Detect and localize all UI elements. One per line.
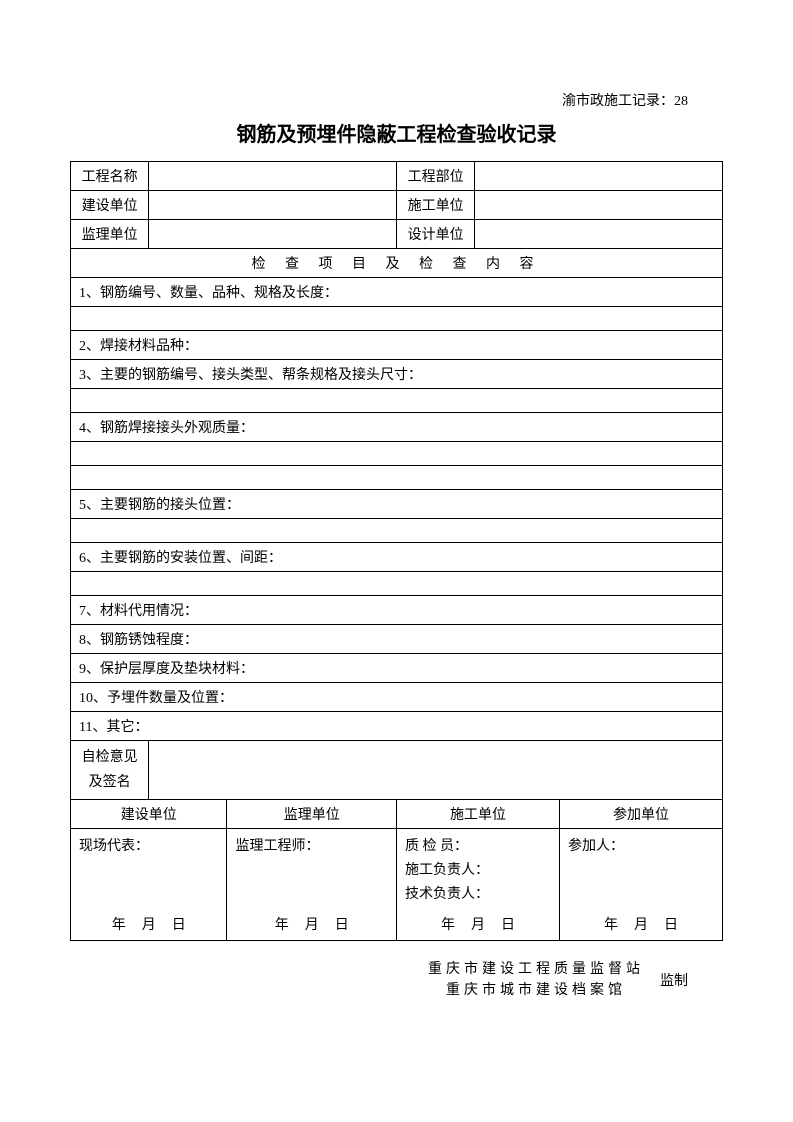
date-line: 年月日 <box>397 914 559 934</box>
sig-header-build: 建设单位 <box>71 800 227 829</box>
item-row[interactable]: 4、钢筋焊接接头外观质量： <box>71 413 723 442</box>
item-row[interactable]: 3、主要的钢筋编号、接头类型、帮条规格及接头尺寸： <box>71 360 723 389</box>
date-line: 年月日 <box>71 914 226 934</box>
form-table: 工程名称 工程部位 建设单位 施工单位 监理单位 设计单位 检 查 项 目 及 … <box>70 161 723 941</box>
self-check-value[interactable] <box>149 741 723 800</box>
item-row[interactable]: 1、钢筋编号、数量、品种、规格及长度： <box>71 278 723 307</box>
footer-org1: 重庆市建设工程质量监督站 <box>428 959 644 980</box>
item-row[interactable] <box>71 519 723 543</box>
header-row: 监理单位 设计单位 <box>71 220 723 249</box>
sig-body-build[interactable]: 现场代表： 年月日 <box>71 829 227 941</box>
self-check-line2: 及签名 <box>79 770 140 795</box>
label-construct-unit: 施工单位 <box>396 191 474 220</box>
sig-body-participate[interactable]: 参加人： 年月日 <box>559 829 722 941</box>
sig-role: 施工负责人： <box>405 859 551 883</box>
date-line: 年月日 <box>560 914 722 934</box>
label-project-name: 工程名称 <box>71 162 149 191</box>
item-row[interactable] <box>71 572 723 596</box>
value-project-part[interactable] <box>475 162 723 191</box>
sig-role: 质 检 员： <box>405 835 551 859</box>
sig-body-supervise[interactable]: 监理工程师： 年月日 <box>227 829 397 941</box>
value-project-name[interactable] <box>149 162 397 191</box>
item-row[interactable] <box>71 389 723 413</box>
value-build-unit[interactable] <box>149 191 397 220</box>
footer-org2: 重庆市城市建设档案馆 <box>446 980 626 1001</box>
doc-number-label: 渝市政施工记录： <box>562 94 674 109</box>
label-supervise-unit: 监理单位 <box>71 220 149 249</box>
item-row[interactable] <box>71 466 723 490</box>
sig-header-participate: 参加单位 <box>559 800 722 829</box>
item-row[interactable]: 8、钢筋锈蚀程度： <box>71 625 723 654</box>
label-design-unit: 设计单位 <box>396 220 474 249</box>
value-supervise-unit[interactable] <box>149 220 397 249</box>
sig-role: 监理工程师： <box>235 835 388 859</box>
self-check-label: 自检意见 及签名 <box>71 741 149 800</box>
sig-role: 参加人： <box>568 835 714 859</box>
sig-role: 技术负责人： <box>405 883 551 907</box>
header-row: 建设单位 施工单位 <box>71 191 723 220</box>
label-project-part: 工程部位 <box>396 162 474 191</box>
value-construct-unit[interactable] <box>475 191 723 220</box>
section-header: 检 查 项 目 及 检 查 内 容 <box>71 249 723 278</box>
item-row[interactable]: 9、保护层厚度及垫块材料： <box>71 654 723 683</box>
self-check-line1: 自检意见 <box>79 745 140 770</box>
sig-header-supervise: 监理单位 <box>227 800 397 829</box>
sig-role: 现场代表： <box>79 835 218 859</box>
footer-suffix: 监制 <box>660 970 688 990</box>
date-line: 年月日 <box>227 914 396 934</box>
footer: 重庆市建设工程质量监督站 重庆市城市建设档案馆 监制 <box>70 959 723 1001</box>
item-row[interactable]: 5、主要钢筋的接头位置： <box>71 490 723 519</box>
item-row[interactable]: 11、其它： <box>71 712 723 741</box>
item-row[interactable]: 7、材料代用情况： <box>71 596 723 625</box>
item-row[interactable]: 10、予埋件数量及位置： <box>71 683 723 712</box>
item-row[interactable]: 6、主要钢筋的安装位置、间距： <box>71 543 723 572</box>
label-build-unit: 建设单位 <box>71 191 149 220</box>
doc-number-value: 28 <box>674 94 688 109</box>
sig-body-construct[interactable]: 质 检 员： 施工负责人： 技术负责人： 年月日 <box>396 829 559 941</box>
doc-number: 渝市政施工记录：28 <box>70 90 723 110</box>
value-design-unit[interactable] <box>475 220 723 249</box>
item-row[interactable] <box>71 307 723 331</box>
header-row: 工程名称 工程部位 <box>71 162 723 191</box>
item-row[interactable] <box>71 442 723 466</box>
sig-header-construct: 施工单位 <box>396 800 559 829</box>
page-title: 钢筋及预埋件隐蔽工程检查验收记录 <box>70 118 723 147</box>
item-row[interactable]: 2、焊接材料品种： <box>71 331 723 360</box>
